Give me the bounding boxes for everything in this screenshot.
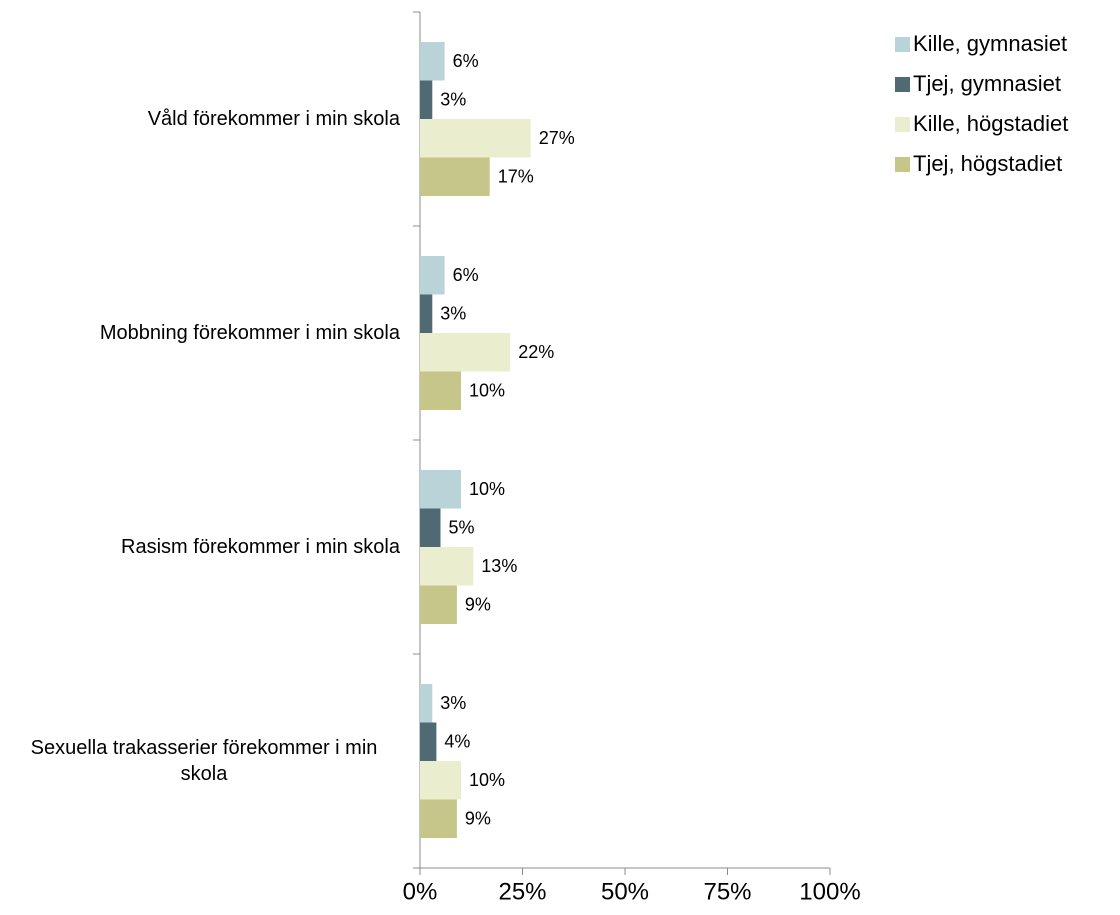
category-label-box: Våld förekommer i min skola xyxy=(0,12,400,226)
legend-label: Tjej, gymnasiet xyxy=(913,71,1061,96)
y-tick-label: Mobbning förekommer i min skola xyxy=(99,322,400,344)
bar xyxy=(420,42,445,81)
x-tick-label: 100% xyxy=(799,878,860,905)
bar xyxy=(420,585,457,624)
data-label: 10% xyxy=(469,479,505,499)
data-label: 6% xyxy=(453,51,479,71)
data-label: 6% xyxy=(453,265,479,285)
data-label: 22% xyxy=(518,342,554,362)
data-label: 9% xyxy=(465,595,491,615)
x-tick-label: 50% xyxy=(601,878,649,905)
y-tick-label: Sexuella trakasserier förekommer i min s… xyxy=(30,737,378,785)
bar xyxy=(420,547,474,586)
legend-swatch xyxy=(895,37,910,52)
legend-swatch xyxy=(895,77,910,92)
bar xyxy=(420,294,433,333)
y-tick-label: Våld förekommer i min skola xyxy=(147,108,400,130)
y-tick-label: Rasism förekommer i min skola xyxy=(121,536,400,558)
bar xyxy=(420,157,490,196)
category-label-box: Mobbning förekommer i min skola xyxy=(0,226,400,440)
legend-label: Kille, högstadiet xyxy=(913,111,1068,136)
x-tick-label: 25% xyxy=(498,878,546,905)
data-label: 3% xyxy=(440,304,466,324)
legend-swatch xyxy=(895,157,910,172)
bar xyxy=(420,722,437,761)
data-label: 3% xyxy=(440,693,466,713)
legend-swatch xyxy=(895,117,910,132)
data-label: 9% xyxy=(465,809,491,829)
data-label: 17% xyxy=(498,167,534,187)
data-label: 4% xyxy=(444,732,470,752)
x-tick-label: 0% xyxy=(403,878,438,905)
x-tick-label: 75% xyxy=(703,878,751,905)
bar xyxy=(420,470,461,509)
bar xyxy=(420,761,461,800)
category-label-box: Rasism förekommer i min skola xyxy=(0,440,400,654)
bar xyxy=(420,119,531,158)
data-label: 5% xyxy=(449,518,475,538)
bar xyxy=(420,371,461,410)
bar xyxy=(420,684,433,723)
data-label: 13% xyxy=(481,556,517,576)
bar xyxy=(420,799,457,838)
category-label-box: Sexuella trakasserier förekommer i min s… xyxy=(0,654,400,868)
legend-label: Kille, gymnasiet xyxy=(913,31,1067,56)
bar xyxy=(420,508,441,547)
bar xyxy=(420,333,511,372)
data-label: 27% xyxy=(539,128,575,148)
data-label: 3% xyxy=(440,90,466,110)
data-label: 10% xyxy=(469,381,505,401)
legend-label: Tjej, högstadiet xyxy=(913,151,1062,176)
bar xyxy=(420,256,445,295)
bar xyxy=(420,80,433,119)
data-label: 10% xyxy=(469,770,505,790)
